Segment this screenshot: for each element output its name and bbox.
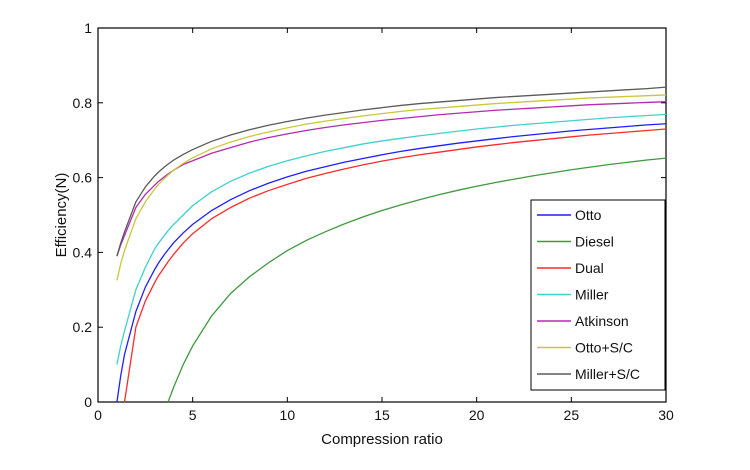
series-line-otto <box>116 123 667 403</box>
series-line-miller-s-c <box>116 86 667 257</box>
series-line-miller <box>116 113 667 365</box>
y-tick-label: 0 <box>84 394 92 410</box>
y-tick-label: 0.2 <box>73 319 93 335</box>
y-tick-label: 0.4 <box>73 244 93 260</box>
legend-entry-label: Otto <box>575 207 602 223</box>
x-tick-label: 15 <box>374 407 390 423</box>
series-line-atkinson <box>116 101 667 257</box>
legend-entry-label: Dual <box>575 260 604 276</box>
x-tick-label: 20 <box>469 407 485 423</box>
y-tick-label: 0.8 <box>73 95 93 111</box>
y-axis-label: Efficiency(N) <box>53 173 70 258</box>
legend: Otto Diesel Dual Miller Atkinson Otto+S/C Mill… <box>530 199 666 391</box>
series-line-dual <box>123 128 667 403</box>
legend-entry-label: Miller+S/C <box>575 366 640 382</box>
tick-labels: 0 5 10 15 20 25 30 0 0.2 0.4 0.6 0.8 1 <box>73 20 674 423</box>
y-tick-label: 0.6 <box>73 170 93 186</box>
x-axis-label: Compression ratio <box>321 431 443 448</box>
x-tick-label: 30 <box>658 407 674 423</box>
y-tick-label: 1 <box>84 20 92 36</box>
legend-entry-label: Diesel <box>575 234 614 250</box>
series-lines <box>116 86 667 403</box>
x-tick-label: 10 <box>280 407 296 423</box>
legend-entry-label: Otto+S/C <box>575 340 633 356</box>
axis-ticks <box>97 27 667 403</box>
series-line-diesel <box>167 157 667 403</box>
x-tick-label: 0 <box>94 407 102 423</box>
legend-entry-label: Atkinson <box>575 313 629 329</box>
x-tick-label: 5 <box>189 407 197 423</box>
series-line-otto-s-c <box>116 94 667 281</box>
legend-entry-label: Miller <box>575 287 609 303</box>
x-tick-label: 25 <box>564 407 580 423</box>
